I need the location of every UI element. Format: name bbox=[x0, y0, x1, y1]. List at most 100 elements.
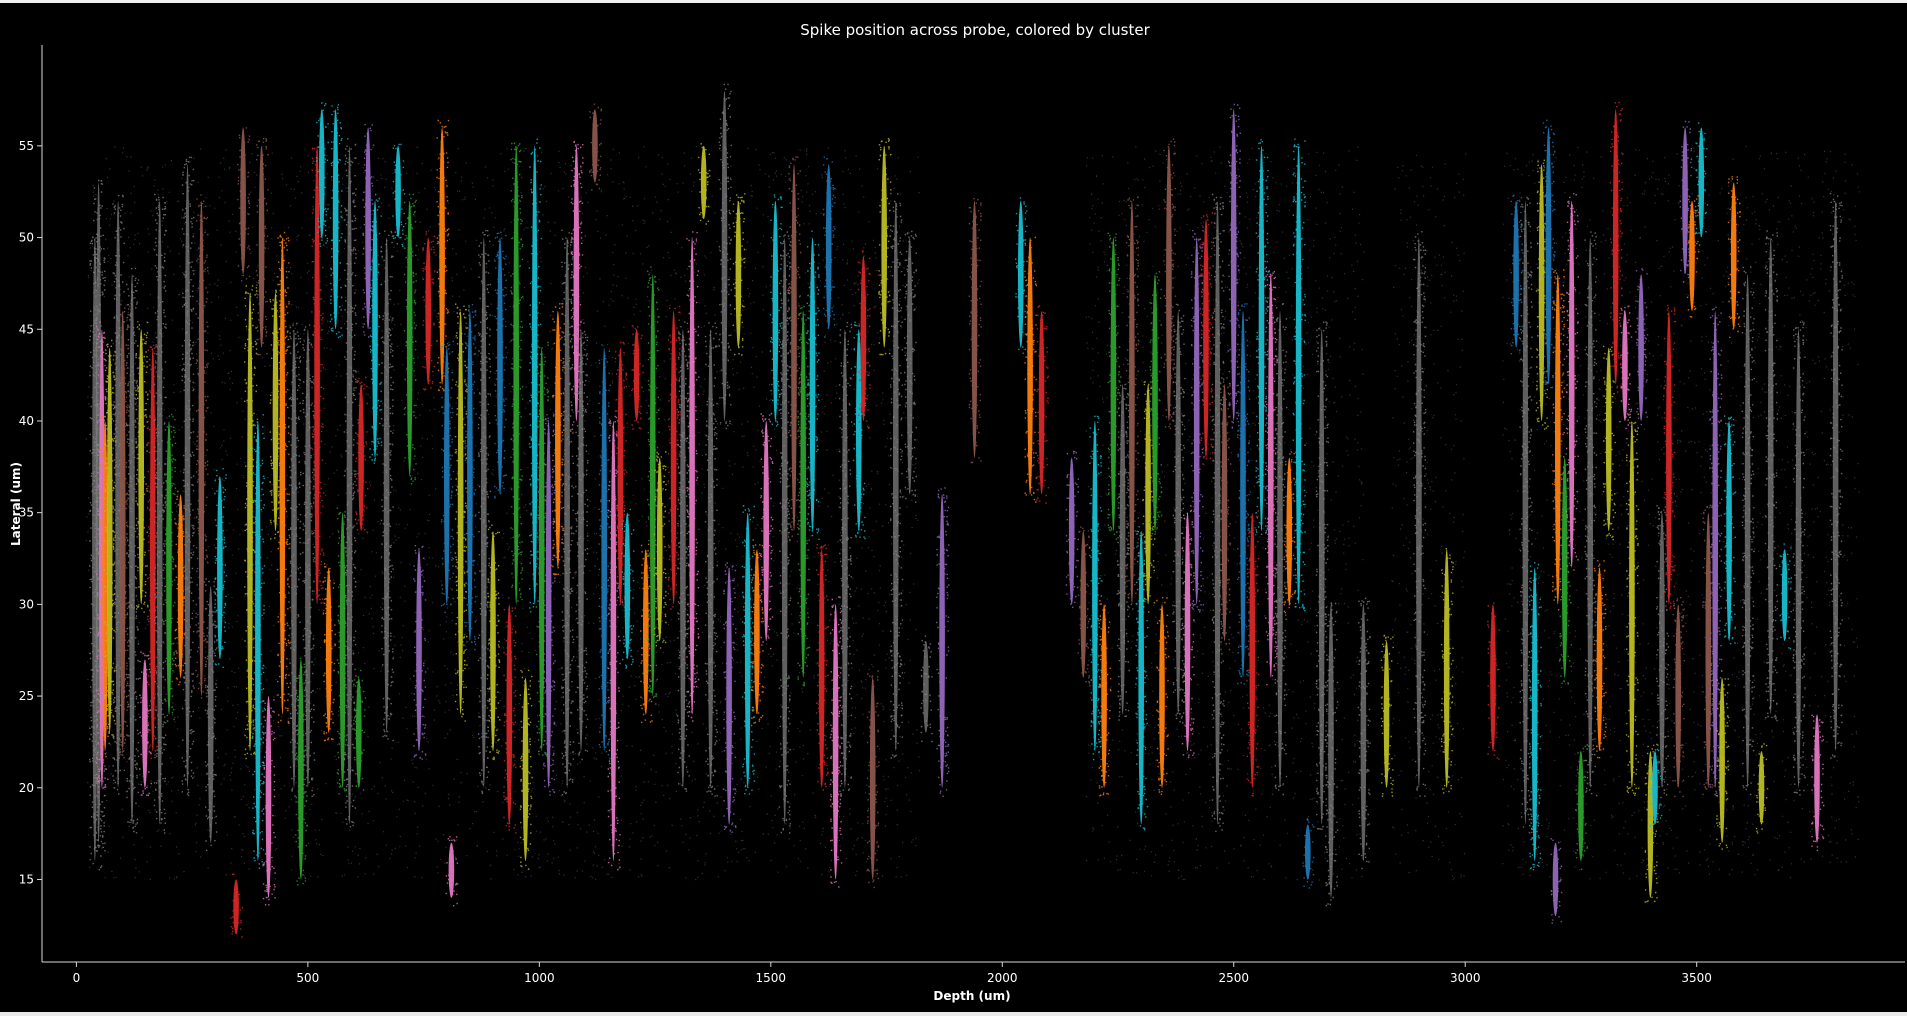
cluster-92 bbox=[857, 250, 871, 429]
cluster-157 bbox=[1662, 304, 1677, 609]
cluster-35 bbox=[353, 669, 367, 791]
cluster-155 bbox=[1649, 744, 1663, 834]
x-tick-label: 1000 bbox=[524, 971, 555, 985]
cluster-28 bbox=[302, 324, 316, 797]
x-tick-label: 1500 bbox=[756, 971, 787, 985]
cluster-62 bbox=[589, 103, 603, 191]
cluster-49 bbox=[477, 229, 492, 794]
chart-title: Spike position across probe, colored by … bbox=[800, 21, 1150, 39]
cluster-143 bbox=[1551, 269, 1566, 611]
cluster-158 bbox=[1672, 597, 1686, 798]
cluster-166 bbox=[1727, 176, 1741, 338]
cluster-66 bbox=[621, 508, 635, 669]
cluster-106 bbox=[1098, 600, 1112, 797]
y-tick-label: 45 bbox=[19, 322, 34, 336]
cluster-103 bbox=[1065, 450, 1079, 608]
cluster-153 bbox=[1635, 268, 1649, 429]
cluster-52 bbox=[503, 597, 517, 834]
cluster-68 bbox=[640, 543, 653, 724]
cluster-80 bbox=[751, 544, 765, 724]
cluster-98 bbox=[936, 487, 950, 797]
cluster-83 bbox=[778, 231, 792, 834]
cluster-140 bbox=[1535, 159, 1549, 430]
cluster-137 bbox=[1510, 194, 1524, 355]
cluster-131 bbox=[1325, 596, 1339, 907]
y-axis-label: Lateral (um) bbox=[9, 462, 23, 546]
cluster-149 bbox=[1602, 345, 1616, 541]
cluster-54 bbox=[519, 669, 533, 870]
cluster-99 bbox=[968, 198, 982, 464]
cluster-126 bbox=[1274, 303, 1288, 796]
cluster-108 bbox=[1116, 376, 1130, 721]
cluster-97 bbox=[920, 635, 933, 743]
cluster-5 bbox=[112, 194, 126, 795]
cluster-119 bbox=[1211, 193, 1225, 833]
cluster-168 bbox=[1755, 743, 1769, 834]
cluster-141 bbox=[1542, 119, 1556, 392]
y-tick-label: 50 bbox=[19, 231, 34, 245]
cluster-118 bbox=[1200, 212, 1214, 465]
x-axis-label: Depth (um) bbox=[933, 989, 1010, 1003]
cluster-139 bbox=[1528, 562, 1542, 871]
cluster-74 bbox=[697, 143, 711, 225]
cluster-173 bbox=[1829, 192, 1843, 759]
cluster-145 bbox=[1565, 193, 1579, 571]
cluster-47 bbox=[454, 303, 468, 722]
cluster-95 bbox=[889, 192, 904, 759]
cluster-134 bbox=[1412, 231, 1427, 797]
cluster-121 bbox=[1227, 103, 1242, 429]
cluster-27 bbox=[295, 657, 308, 886]
cluster-87 bbox=[815, 544, 829, 791]
cluster-6 bbox=[116, 303, 131, 760]
cluster-111 bbox=[1142, 377, 1156, 613]
cluster-160 bbox=[1686, 195, 1700, 318]
cluster-147 bbox=[1584, 231, 1598, 797]
cluster-14 bbox=[181, 156, 195, 797]
y-tick-label: 20 bbox=[19, 781, 34, 795]
cluster-8 bbox=[135, 321, 149, 613]
cluster-71 bbox=[667, 305, 681, 610]
y-axis-ticks: 15 20 25 30 35 40 45 50 55 bbox=[19, 139, 42, 886]
cluster-17 bbox=[214, 468, 228, 668]
x-tick-label: 3500 bbox=[1681, 971, 1712, 985]
cluster-116 bbox=[1181, 505, 1195, 759]
cluster-45 bbox=[440, 340, 455, 613]
cluster-102 bbox=[1036, 305, 1049, 504]
cluster-48 bbox=[463, 304, 477, 651]
cluster-107 bbox=[1107, 232, 1121, 540]
cluster-110 bbox=[1135, 523, 1149, 831]
y-tick-label: 30 bbox=[19, 597, 34, 611]
cluster-21 bbox=[252, 414, 266, 869]
cluster-20 bbox=[244, 285, 258, 760]
cluster-133 bbox=[1380, 634, 1394, 797]
cluster-124 bbox=[1255, 139, 1269, 540]
cluster-130 bbox=[1315, 321, 1330, 830]
cluster-69 bbox=[646, 266, 661, 705]
cluster-43 bbox=[422, 231, 436, 391]
cluster-164 bbox=[1716, 670, 1730, 850]
cluster-12 bbox=[163, 413, 177, 724]
cluster-94 bbox=[878, 137, 892, 356]
cluster-120 bbox=[1218, 377, 1232, 651]
cluster-40 bbox=[392, 143, 406, 247]
cluster-51 bbox=[494, 231, 507, 499]
x-tick-label: 2500 bbox=[1218, 971, 1249, 985]
cluster-29 bbox=[311, 141, 325, 614]
cluster-115 bbox=[1172, 303, 1186, 724]
cluster-148 bbox=[1593, 560, 1607, 759]
cluster-93 bbox=[866, 670, 880, 889]
cluster-138 bbox=[1519, 196, 1533, 834]
cluster-79 bbox=[741, 505, 755, 795]
cluster-57 bbox=[542, 413, 556, 796]
x-tick-label: 2000 bbox=[987, 971, 1018, 985]
cluster-11 bbox=[153, 193, 167, 834]
cluster-82 bbox=[769, 194, 783, 427]
y-tick-label: 35 bbox=[19, 506, 34, 520]
cluster-73 bbox=[686, 231, 700, 722]
cluster-144 bbox=[1558, 453, 1572, 685]
cluster-89 bbox=[829, 596, 843, 888]
cluster-7 bbox=[126, 267, 140, 834]
cluster-127 bbox=[1283, 451, 1297, 614]
cluster-104 bbox=[1077, 526, 1091, 687]
cluster-25 bbox=[276, 231, 290, 724]
